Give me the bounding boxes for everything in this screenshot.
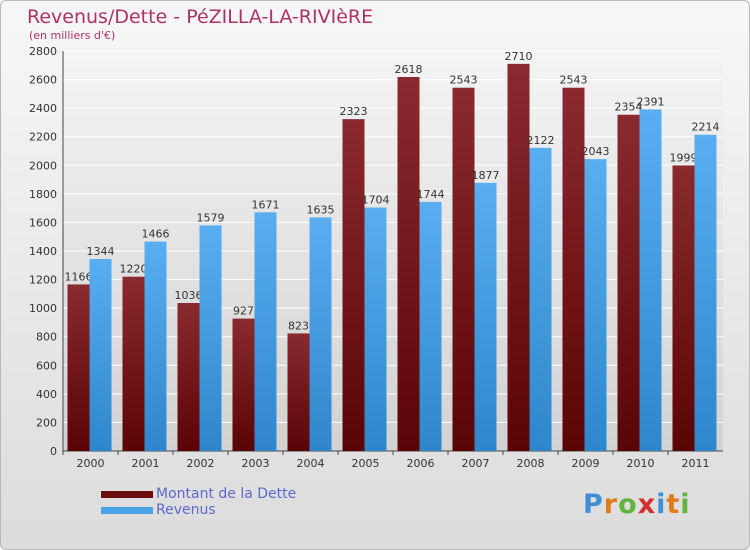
logo-letter: i bbox=[680, 489, 691, 520]
y-tick-label: 600 bbox=[36, 359, 57, 372]
legend-label-revenus: Revenus bbox=[156, 502, 216, 518]
bar-revenus bbox=[529, 147, 552, 451]
logo-letter: i bbox=[656, 489, 667, 520]
bar-dette bbox=[617, 114, 640, 451]
bar-dette bbox=[122, 276, 145, 451]
y-tick-label: 2200 bbox=[29, 131, 57, 144]
x-tick-label: 2009 bbox=[572, 457, 600, 470]
x-tick-label: 2001 bbox=[132, 457, 160, 470]
data-label: 1344 bbox=[87, 245, 115, 258]
y-tick-label: 1800 bbox=[29, 188, 57, 201]
y-tick-label: 800 bbox=[36, 331, 57, 344]
x-tick-label: 2011 bbox=[682, 457, 710, 470]
y-tick-label: 200 bbox=[36, 416, 57, 429]
y-tick-label: 2400 bbox=[29, 102, 57, 115]
legend-item-dette: Montant de la Dette bbox=[101, 486, 297, 502]
data-label: 1704 bbox=[362, 194, 390, 207]
x-tick-label: 2002 bbox=[187, 457, 215, 470]
x-tick-label: 2004 bbox=[297, 457, 325, 470]
bar-revenus bbox=[639, 109, 662, 451]
x-tick-label: 2003 bbox=[242, 457, 270, 470]
y-tick-label: 1000 bbox=[29, 302, 57, 315]
y-tick-label: 0 bbox=[50, 445, 57, 458]
bar-dette bbox=[562, 87, 585, 451]
data-label: 1220 bbox=[120, 263, 148, 276]
bar-dette bbox=[672, 165, 695, 451]
legend-swatch-dette bbox=[101, 490, 153, 498]
data-label: 2214 bbox=[692, 121, 720, 134]
data-label: 1671 bbox=[252, 198, 280, 211]
x-tick-label: 2005 bbox=[352, 457, 380, 470]
logo-letter: r bbox=[603, 489, 619, 520]
data-label: 2122 bbox=[527, 134, 555, 147]
proxiti-logo: Proxiti bbox=[583, 489, 691, 520]
x-tick-label: 2010 bbox=[627, 457, 655, 470]
data-label: 2618 bbox=[395, 63, 423, 76]
data-label: 1166 bbox=[65, 270, 93, 283]
chart-unit-subtitle: (en milliers d'€) bbox=[29, 29, 116, 42]
bar-dette bbox=[507, 63, 530, 451]
bar-revenus bbox=[364, 207, 387, 451]
bar-revenus bbox=[474, 182, 497, 451]
data-label: 1999 bbox=[670, 151, 698, 164]
data-label: 1635 bbox=[307, 203, 335, 216]
legend-label-dette: Montant de la Dette bbox=[156, 486, 297, 502]
bar-revenus bbox=[199, 225, 222, 451]
y-tick-label: 1200 bbox=[29, 274, 57, 287]
bar-revenus bbox=[419, 201, 442, 451]
y-tick-label: 1400 bbox=[29, 245, 57, 258]
x-tick-label: 2008 bbox=[517, 457, 545, 470]
x-tick-label: 2006 bbox=[407, 457, 435, 470]
data-label: 2710 bbox=[505, 50, 533, 63]
bar-revenus bbox=[584, 159, 607, 451]
logo-letter: t bbox=[666, 489, 681, 520]
data-label: 2323 bbox=[340, 105, 368, 118]
bar-dette bbox=[67, 284, 90, 451]
data-label: 1466 bbox=[142, 228, 170, 241]
y-tick-label: 2000 bbox=[29, 159, 57, 172]
logo-letter: x bbox=[637, 489, 657, 520]
data-label: 2543 bbox=[450, 74, 478, 87]
data-label: 1036 bbox=[175, 289, 203, 302]
data-label: 1579 bbox=[197, 211, 225, 224]
data-label: 927 bbox=[233, 305, 254, 318]
data-label: 2043 bbox=[582, 145, 610, 158]
bar-revenus bbox=[694, 134, 717, 451]
chart-title: Revenus/Dette - PéZILLA-LA-RIVIèRE bbox=[27, 6, 374, 28]
bar-dette bbox=[452, 87, 475, 451]
data-label: 2391 bbox=[637, 95, 665, 108]
y-tick-label: 400 bbox=[36, 388, 57, 401]
data-label: 1744 bbox=[417, 188, 445, 201]
legend-swatch-revenus bbox=[101, 506, 153, 514]
bar-dette bbox=[177, 303, 200, 451]
data-label: 2354 bbox=[615, 101, 643, 114]
legend-item-revenus: Revenus bbox=[101, 502, 296, 518]
bar-revenus bbox=[144, 241, 167, 451]
y-tick-label: 2800 bbox=[29, 45, 57, 58]
data-label: 823 bbox=[288, 319, 309, 332]
logo-letter: P bbox=[583, 489, 604, 520]
bar-dette bbox=[397, 77, 420, 451]
data-label: 2543 bbox=[560, 74, 588, 87]
y-tick-label: 2600 bbox=[29, 74, 57, 87]
logo-letter: o bbox=[618, 489, 638, 520]
bar-dette bbox=[232, 318, 255, 451]
bar-revenus bbox=[254, 212, 277, 451]
x-tick-label: 2007 bbox=[462, 457, 490, 470]
y-tick-label: 1600 bbox=[29, 216, 57, 229]
bar-dette bbox=[342, 119, 365, 452]
bar-revenus bbox=[89, 259, 112, 451]
chart-legend: Montant de la Dette Revenus bbox=[101, 486, 297, 519]
bar-revenus bbox=[309, 217, 332, 451]
data-label: 1877 bbox=[472, 169, 500, 182]
x-tick-label: 2000 bbox=[77, 457, 105, 470]
bar-dette bbox=[287, 333, 310, 451]
